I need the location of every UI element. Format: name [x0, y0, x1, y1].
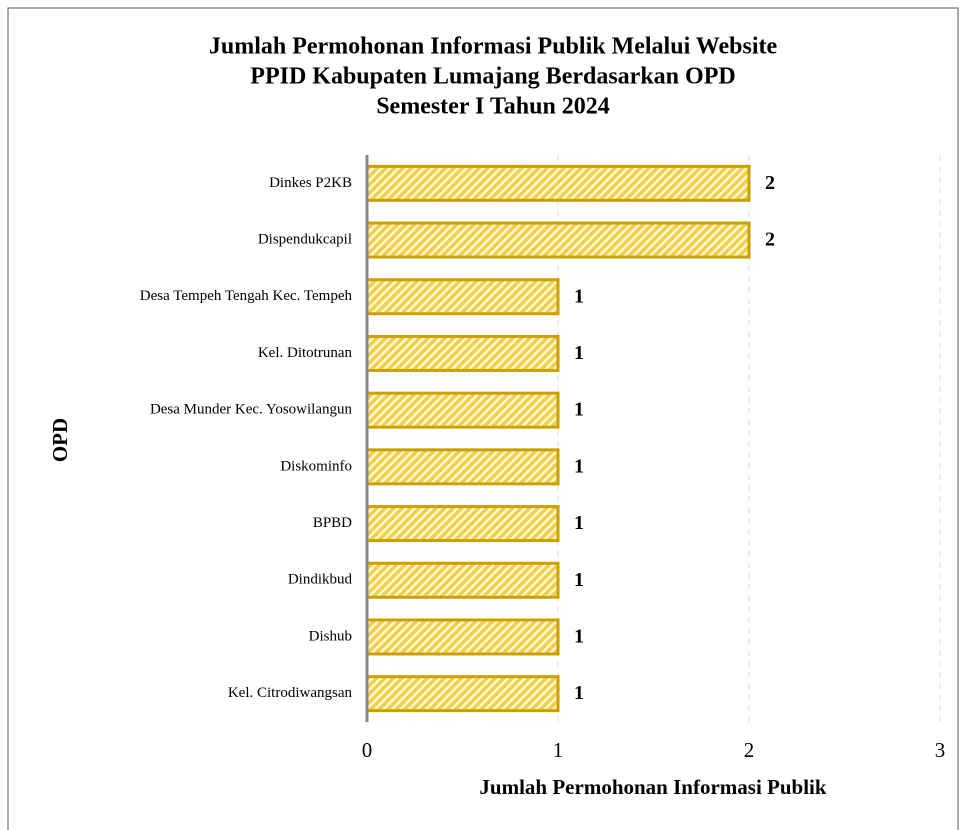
y-tick-label: Kel. Citrodiwangsan — [228, 685, 353, 701]
y-tick-label: Desa Tempeh Tengah Kec. Tempeh — [140, 288, 353, 304]
chart-title: Jumlah Permohonan Informasi Publik Melal… — [209, 34, 778, 60]
x-tick-label: 1 — [553, 738, 564, 762]
data-label: 2 — [765, 229, 775, 251]
data-label: 1 — [574, 399, 584, 421]
data-label: 1 — [574, 285, 584, 307]
x-tick-label: 3 — [935, 738, 946, 762]
bar — [365, 561, 560, 599]
bar — [365, 278, 560, 316]
y-tick-label: Diskominfo — [280, 458, 352, 474]
bar — [365, 618, 560, 656]
y-tick-label: Dindikbud — [288, 572, 353, 588]
y-tick-label: Dinkes P2KB — [269, 175, 352, 191]
data-label: 1 — [574, 626, 584, 648]
bar — [365, 221, 751, 259]
data-label: 1 — [574, 569, 584, 591]
bar — [365, 675, 560, 713]
chart-title: Semester I Tahun 2024 — [376, 94, 610, 120]
data-label: 1 — [574, 512, 584, 534]
x-axis-title: Jumlah Permohonan Informasi Publik — [479, 775, 826, 799]
y-axis-title: OPD — [48, 418, 72, 462]
bar — [365, 391, 560, 429]
chart-title: PPID Kabupaten Lumajang Berdasarkan OPD — [250, 64, 735, 90]
data-label: 1 — [574, 455, 584, 477]
bar — [365, 164, 751, 202]
data-label: 1 — [574, 682, 584, 704]
y-tick-label: BPBD — [313, 515, 352, 531]
bar — [365, 334, 560, 372]
frame — [7, 7, 959, 830]
bar — [365, 505, 560, 543]
x-tick-label: 0 — [362, 738, 373, 762]
y-tick-label: Kel. Ditotrunan — [258, 345, 353, 361]
x-tick-label: 2 — [744, 738, 755, 762]
data-label: 1 — [574, 342, 584, 364]
data-label: 2 — [765, 172, 775, 194]
y-tick-label: Desa Munder Kec. Yosowilangun — [150, 402, 353, 418]
y-tick-label: Dishub — [309, 628, 352, 644]
bar — [365, 448, 560, 486]
y-tick-label: Dispendukcapil — [258, 231, 352, 247]
